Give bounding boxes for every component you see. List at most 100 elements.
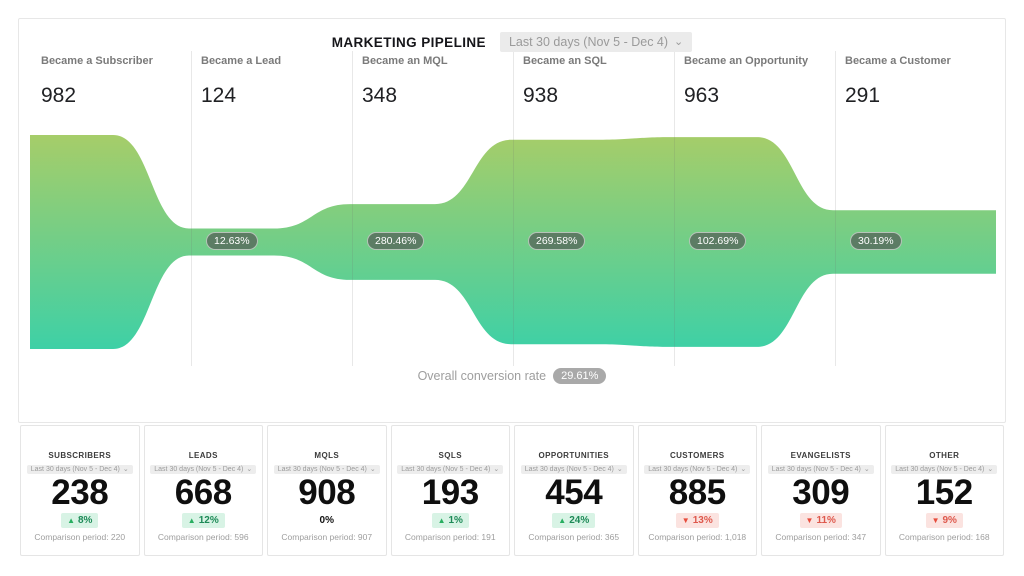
metric-card-subscribers: SUBSCRIBERS Last 30 days (Nov 5 - Dec 4)… [20, 425, 140, 556]
trend-arrow-icon: ▲ [558, 515, 567, 525]
metric-period-label: Last 30 days (Nov 5 - Dec 4) [30, 466, 120, 473]
metric-period-label: Last 30 days (Nov 5 - Dec 4) [648, 466, 738, 473]
metric-card-customers: CUSTOMERS Last 30 days (Nov 5 - Dec 4) ⌄… [637, 425, 757, 556]
metric-card-evangelists: EVANGELISTS Last 30 days (Nov 5 - Dec 4)… [761, 425, 881, 556]
comparison-period: Comparison period: 1,018 [648, 531, 747, 542]
stage-label: Became a Customer [845, 55, 951, 67]
funnel-stage-mql: Became an MQL 348 [362, 55, 512, 108]
metric-period-dropdown[interactable]: Last 30 days (Nov 5 - Dec 4) ⌄ [397, 465, 504, 474]
stage-separator [835, 51, 836, 366]
change-badge: ▲ 24% [552, 512, 596, 528]
metric-period-dropdown[interactable]: Last 30 days (Nov 5 - Dec 4) ⌄ [891, 465, 998, 474]
metric-value: 885 [668, 473, 726, 512]
metric-period-label: Last 30 days (Nov 5 - Dec 4) [154, 466, 244, 473]
comparison-period: Comparison period: 191 [404, 531, 496, 542]
stage-separator [191, 51, 192, 366]
trend-arrow-icon: ▼ [931, 515, 940, 525]
funnel-area [30, 135, 996, 349]
comparison-period: Comparison period: 347 [775, 531, 867, 542]
change-value: 0% [319, 514, 334, 526]
change-badge: 0% [314, 513, 340, 528]
comparison-period: Comparison period: 365 [528, 531, 620, 542]
metric-period-label: Last 30 days (Nov 5 - Dec 4) [401, 466, 491, 473]
chevron-down-icon: ⌄ [674, 35, 684, 48]
change-value: 11% [816, 514, 836, 526]
chevron-down-icon: ⌄ [616, 466, 623, 473]
metric-title: OPPORTUNITIES [538, 451, 610, 460]
stage-label: Became a Lead [201, 55, 282, 67]
metric-period-dropdown[interactable]: Last 30 days (Nov 5 - Dec 4) ⌄ [150, 465, 257, 474]
stage-label: Became a Subscriber [41, 55, 153, 67]
metric-card-mqls: MQLS Last 30 days (Nov 5 - Dec 4) ⌄ 908 … [267, 425, 387, 556]
metric-value: 668 [174, 473, 232, 512]
trend-arrow-icon: ▼ [805, 515, 814, 525]
stage-value: 938 [523, 84, 559, 107]
metric-period-label: Last 30 days (Nov 5 - Dec 4) [895, 466, 985, 473]
change-badge: ▲ 1% [431, 512, 469, 528]
metric-value: 309 [792, 473, 850, 512]
overall-conversion-row: Overall conversion rate 29.61% [19, 368, 1005, 384]
metric-title: SUBSCRIBERS [48, 451, 112, 460]
funnel-header: MARKETING PIPELINE Last 30 days (Nov 5 -… [19, 32, 1005, 52]
chevron-down-icon: ⌄ [246, 466, 253, 473]
metric-card-leads: LEADS Last 30 days (Nov 5 - Dec 4) ⌄ 668… [143, 425, 263, 556]
funnel-stage-sql: Became an SQL 938 [523, 55, 673, 108]
funnel-flow-chart [30, 135, 996, 349]
stage-separator [352, 51, 353, 366]
stage-separator [674, 51, 675, 366]
trend-arrow-icon: ▼ [681, 515, 690, 525]
metric-period-label: Last 30 days (Nov 5 - Dec 4) [771, 466, 861, 473]
step-conversion-badge: 269.58% [528, 232, 586, 250]
pipeline-funnel-card: MARKETING PIPELINE Last 30 days (Nov 5 -… [18, 18, 1006, 423]
metric-value: 193 [421, 473, 479, 512]
comparison-period: Comparison period: 907 [281, 531, 373, 542]
overall-conversion-badge: 29.61% [553, 368, 607, 384]
metric-value: 454 [545, 473, 603, 512]
stage-value: 348 [362, 84, 398, 107]
metric-cards-row: SUBSCRIBERS Last 30 days (Nov 5 - Dec 4)… [20, 425, 1004, 556]
change-value: 9% [942, 514, 957, 526]
metric-period-label: Last 30 days (Nov 5 - Dec 4) [277, 466, 367, 473]
change-value: 8% [77, 514, 93, 526]
overall-conversion-label: Overall conversion rate [417, 369, 547, 383]
chevron-down-icon: ⌄ [740, 466, 747, 473]
metric-period-dropdown[interactable]: Last 30 days (Nov 5 - Dec 4) ⌄ [273, 465, 380, 474]
trend-arrow-icon: ▲ [187, 515, 196, 525]
comparison-period: Comparison period: 596 [157, 531, 249, 542]
change-value: 24% [569, 514, 590, 526]
metric-period-label: Last 30 days (Nov 5 - Dec 4) [524, 466, 614, 473]
metric-value: 908 [298, 473, 356, 512]
metric-title: OTHER [929, 451, 960, 460]
chevron-down-icon: ⌄ [863, 466, 870, 473]
change-value: 13% [692, 514, 713, 526]
funnel-stage-customer: Became a Customer 291 [845, 55, 995, 108]
metric-period-dropdown[interactable]: Last 30 days (Nov 5 - Dec 4) ⌄ [644, 465, 751, 474]
metric-period-dropdown[interactable]: Last 30 days (Nov 5 - Dec 4) ⌄ [26, 465, 133, 474]
metric-value: 152 [915, 473, 973, 512]
step-conversion-badge: 280.46% [367, 232, 425, 250]
date-range-dropdown[interactable]: Last 30 days (Nov 5 - Dec 4) ⌄ [499, 32, 693, 52]
metric-value: 238 [51, 473, 109, 512]
stage-value: 982 [41, 84, 77, 107]
change-badge: ▲ 12% [181, 512, 225, 528]
metric-title: CUSTOMERS [669, 451, 725, 460]
change-value: 12% [198, 514, 219, 526]
metric-card-opportunities: OPPORTUNITIES Last 30 days (Nov 5 - Dec … [514, 425, 634, 556]
change-badge: ▲ 8% [61, 512, 99, 528]
page-title: MARKETING PIPELINE [331, 34, 486, 50]
step-conversion-badge: 12.63% [206, 232, 258, 250]
change-badge: ▼ 13% [675, 512, 719, 528]
metric-period-dropdown[interactable]: Last 30 days (Nov 5 - Dec 4) ⌄ [767, 465, 874, 474]
chevron-down-icon: ⌄ [122, 466, 129, 473]
metric-title: MQLS [314, 451, 340, 460]
funnel-stage-opportunity: Became an Opportunity 963 [684, 55, 834, 108]
comparison-period: Comparison period: 220 [34, 531, 126, 542]
comparison-period: Comparison period: 168 [898, 531, 990, 542]
metric-period-dropdown[interactable]: Last 30 days (Nov 5 - Dec 4) ⌄ [520, 465, 627, 474]
stage-value: 963 [684, 84, 720, 107]
metric-title: SQLS [438, 451, 462, 460]
trend-arrow-icon: ▲ [437, 515, 446, 525]
funnel-stage-lead: Became a Lead 124 [201, 55, 351, 108]
stage-value: 291 [845, 84, 881, 107]
